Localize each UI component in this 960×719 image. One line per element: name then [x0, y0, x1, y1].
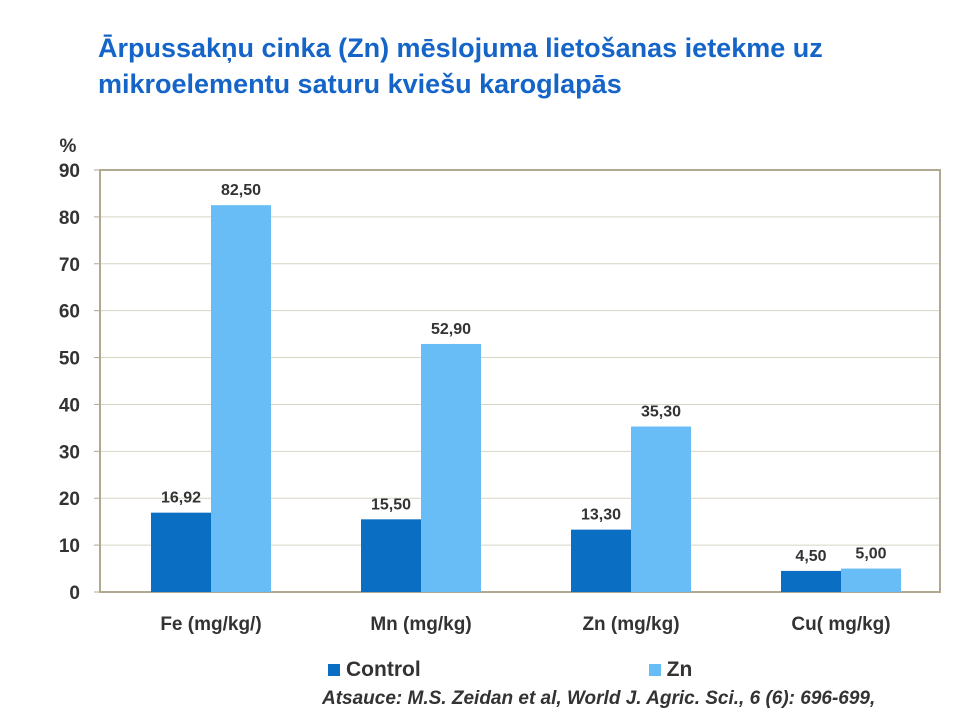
y-axis-unit: %: [60, 136, 77, 157]
data-label: 4,50: [795, 548, 826, 565]
plot-frame: [99, 169, 941, 593]
y-tick-label: 0: [69, 583, 80, 604]
data-label: 5,00: [855, 546, 886, 563]
legend-label-zn: Zn: [666, 658, 693, 681]
y-tick-label: 90: [59, 161, 80, 182]
legend-swatch-zn: [648, 664, 661, 676]
y-tick-label: 80: [59, 208, 80, 229]
x-category-label: Zn (mg/kg): [582, 614, 679, 635]
data-label: 16,92: [161, 490, 201, 507]
y-tick-label: 40: [59, 395, 80, 416]
y-tick-label: 30: [59, 442, 80, 463]
bar-zn: [841, 568, 901, 592]
data-label: 13,30: [581, 507, 621, 524]
y-tick-label: 10: [59, 536, 80, 557]
y-tick-label: 20: [59, 489, 80, 510]
chart-title: Ārpussakņu cinka (Zn) mēslojuma lietošan…: [98, 33, 823, 99]
x-category-label: Fe (mg/kg/): [160, 614, 261, 635]
legend-item-control: Control: [328, 658, 421, 682]
legend-item-zn: Zn: [648, 658, 693, 682]
y-tick-label: 60: [59, 302, 80, 323]
bar-zn: [631, 426, 691, 592]
data-label: 82,50: [221, 182, 261, 199]
source-note: Atsauce: M.S. Zeidan et al, World J. Agr…: [322, 688, 876, 709]
y-tick-label: 50: [59, 349, 80, 370]
chart-legend: Control Zn: [328, 656, 692, 684]
y-tick-label: 70: [59, 255, 80, 276]
legend-label-control: Control: [346, 658, 421, 681]
data-label: 35,30: [641, 403, 681, 420]
bar-control: [151, 512, 211, 592]
bar-zn: [421, 343, 481, 592]
legend-swatch-control: [328, 664, 340, 676]
x-category-label: Cu( mg/kg): [791, 614, 890, 635]
bar-control: [781, 570, 841, 592]
bar-control: [361, 519, 421, 592]
data-label: 15,50: [371, 496, 411, 513]
bar-control: [571, 529, 631, 592]
x-category-label: Mn (mg/kg): [370, 614, 471, 635]
data-label: 52,90: [431, 321, 471, 338]
bar-zn: [211, 205, 271, 592]
